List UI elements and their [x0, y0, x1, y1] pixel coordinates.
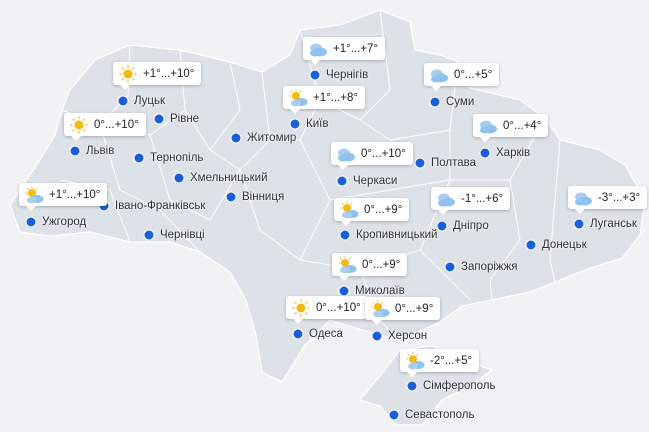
- temperature-range: 0°...+9°: [364, 203, 403, 216]
- city-marker[interactable]: [479, 147, 491, 159]
- city-label[interactable]: Одеса: [309, 328, 343, 340]
- city-label[interactable]: Ужгород: [42, 216, 87, 228]
- city-marker[interactable]: [292, 328, 304, 340]
- city-marker[interactable]: [143, 229, 155, 241]
- weather-forecast-bubble[interactable]: 0°...+9°: [332, 253, 408, 281]
- weather-forecast-bubble[interactable]: 0°...+5°: [424, 63, 500, 91]
- city-marker[interactable]: [525, 239, 537, 251]
- weather-forecast-bubble[interactable]: 0°...+10°: [64, 113, 146, 141]
- temperature-range: +1°...+8°: [313, 91, 359, 104]
- temperature-range: 0°...+10°: [361, 147, 406, 160]
- city-label[interactable]: Львів: [86, 145, 115, 157]
- weather-forecast-bubble[interactable]: +1°...+8°: [283, 86, 366, 114]
- temperature-range: 0°...+5°: [454, 68, 493, 81]
- city-label[interactable]: Полтава: [431, 157, 477, 169]
- city-label[interactable]: Івано-Франківськ: [115, 200, 206, 212]
- city-label[interactable]: Запоріжжя: [461, 261, 518, 273]
- temperature-range: 0°...+9°: [362, 258, 401, 271]
- weather-forecast-bubble[interactable]: +1°...+7°: [303, 37, 386, 65]
- region-borders: [59, 9, 561, 341]
- city-label[interactable]: Черкаси: [353, 175, 398, 187]
- cloud-icon: [438, 193, 455, 206]
- city-marker[interactable]: [309, 69, 321, 81]
- sun-icon: [292, 299, 310, 316]
- city-label[interactable]: Херсон: [388, 330, 428, 342]
- city-marker[interactable]: [429, 96, 441, 108]
- cloud-icon: [310, 43, 327, 56]
- city-marker[interactable]: [173, 172, 185, 184]
- partly-cloudy-icon: [371, 300, 390, 317]
- cloud-icon: [338, 148, 355, 161]
- city-label[interactable]: Тернопіль: [150, 152, 204, 164]
- city-marker[interactable]: [336, 175, 348, 187]
- temperature-range: -1°...+6°: [461, 192, 504, 205]
- city-label[interactable]: Чернігів: [326, 69, 369, 81]
- temperature-range: 0°...+10°: [316, 301, 361, 314]
- weather-forecast-bubble[interactable]: 0°...+4°: [473, 114, 549, 142]
- temperature-range: 0°...+10°: [94, 118, 139, 131]
- city-label[interactable]: Хмельницький: [190, 172, 268, 184]
- city-marker[interactable]: [153, 113, 165, 125]
- city-marker[interactable]: [133, 152, 145, 164]
- city-marker[interactable]: [69, 145, 81, 157]
- city-label[interactable]: Миколаїв: [355, 285, 405, 297]
- city-marker[interactable]: [406, 380, 418, 392]
- weather-forecast-bubble[interactable]: +1°...+10°: [19, 183, 108, 211]
- city-marker[interactable]: [414, 157, 426, 169]
- weather-forecast-bubble[interactable]: -3°...+3°: [568, 186, 648, 214]
- temperature-range: +1°...+10°: [143, 67, 195, 80]
- temperature-range: -3°...+3°: [598, 191, 641, 204]
- city-label[interactable]: Севастополь: [405, 409, 475, 421]
- partly-cloudy-icon: [25, 186, 44, 203]
- temperature-range: +1°...+10°: [49, 188, 101, 201]
- city-label[interactable]: Рівне: [170, 113, 200, 125]
- city-label[interactable]: Сімферополь: [423, 380, 496, 392]
- city-label[interactable]: Вінниця: [242, 191, 285, 203]
- city-marker[interactable]: [25, 216, 37, 228]
- city-marker[interactable]: [225, 191, 237, 203]
- city-marker[interactable]: [117, 95, 129, 107]
- city-label[interactable]: Київ: [306, 118, 329, 130]
- weather-forecast-bubble[interactable]: 0°...+10°: [331, 142, 413, 170]
- weather-forecast-bubble[interactable]: 0°...+9°: [334, 198, 410, 226]
- city-marker[interactable]: [388, 409, 400, 421]
- city-marker[interactable]: [444, 261, 456, 273]
- city-marker[interactable]: [573, 218, 585, 230]
- city-label[interactable]: Житомир: [247, 132, 297, 144]
- weather-forecast-bubble[interactable]: 0°...+9°: [365, 297, 441, 325]
- city-marker[interactable]: [338, 285, 350, 297]
- city-label[interactable]: Луцьк: [134, 95, 166, 107]
- city-marker[interactable]: [436, 220, 448, 232]
- city-marker[interactable]: [371, 330, 383, 342]
- city-label[interactable]: Чернівці: [160, 229, 205, 241]
- sun-icon: [119, 65, 137, 82]
- cloud-icon: [431, 69, 448, 82]
- partly-cloudy-icon: [289, 89, 308, 106]
- temperature-range: +1°...+7°: [333, 42, 379, 55]
- cloud-icon: [480, 120, 497, 133]
- partly-cloudy-icon: [340, 201, 359, 218]
- city-marker[interactable]: [339, 229, 351, 241]
- weather-forecast-bubble[interactable]: 0°...+10°: [286, 296, 368, 324]
- city-label[interactable]: Харків: [496, 147, 531, 159]
- city-label[interactable]: Донецьк: [542, 239, 587, 251]
- city-marker[interactable]: [230, 132, 242, 144]
- city-label[interactable]: Суми: [446, 96, 475, 108]
- sun-icon: [70, 116, 88, 133]
- weather-forecast-bubble[interactable]: -2°...+5°: [400, 349, 480, 377]
- city-label[interactable]: Кропивницький: [356, 229, 438, 241]
- temperature-range: -2°...+5°: [430, 354, 473, 367]
- city-marker[interactable]: [289, 118, 301, 130]
- city-label[interactable]: Дніпро: [453, 220, 489, 232]
- weather-forecast-bubble[interactable]: -1°...+6°: [431, 187, 511, 215]
- cloud-icon: [575, 192, 592, 205]
- temperature-range: 0°...+4°: [503, 119, 542, 132]
- city-label[interactable]: Луганськ: [590, 218, 637, 230]
- partly-cloudy-icon: [338, 256, 357, 273]
- weather-forecast-bubble[interactable]: +1°...+10°: [113, 62, 202, 90]
- temperature-range: 0°...+9°: [395, 302, 434, 315]
- partly-cloudy-icon: [406, 352, 425, 369]
